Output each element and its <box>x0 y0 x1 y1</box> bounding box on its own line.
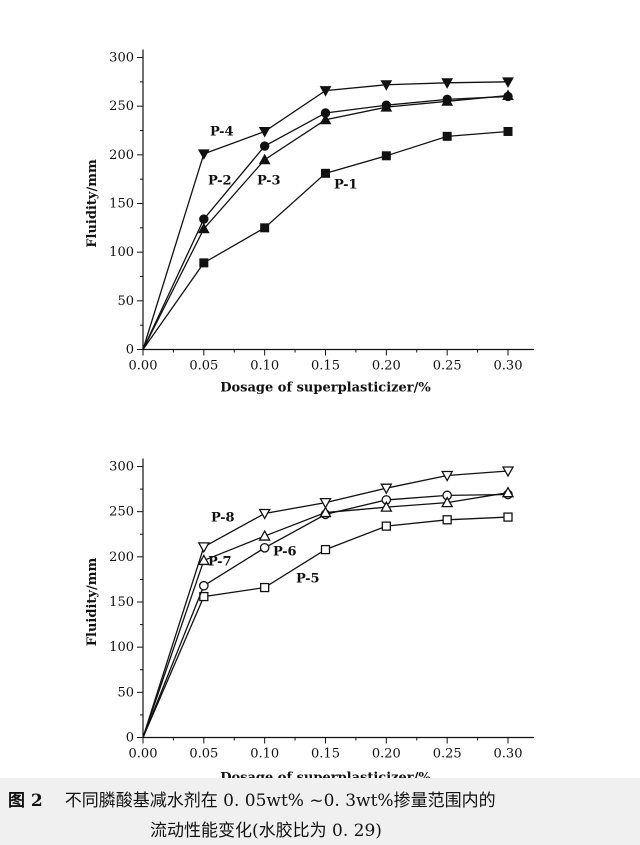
series-p-3-point <box>441 95 454 106</box>
y-tick-label: 300 <box>109 460 134 475</box>
series-p-1-label: P-1 <box>334 178 358 193</box>
series-p-7-point <box>197 554 210 566</box>
series-p-5-point <box>442 515 452 525</box>
y-tick-label: 50 <box>117 294 134 309</box>
series-p-3-point <box>197 222 210 234</box>
series-p-5-point <box>260 582 270 593</box>
x-tick-label: 0.10 <box>250 747 279 762</box>
y-tick-label: 50 <box>117 685 134 700</box>
series-p-7-point <box>441 496 454 508</box>
x-tick-label: 0.15 <box>311 747 340 762</box>
x-tick-label: 0.25 <box>433 359 462 374</box>
series-p-4-point <box>319 86 332 97</box>
caption-line-1: 图 2 不同膦酸基减水剂在 0. 05wt% ~0. 3wt%掺量范围内的 <box>8 786 496 811</box>
series-p-3-line <box>142 94 509 350</box>
series-p-1: P-1 <box>142 126 513 350</box>
x-tick-label: 0.15 <box>311 359 340 374</box>
series-p-3-label: P-3 <box>257 174 281 189</box>
series-p-8-point <box>441 470 454 482</box>
series-p-2-point <box>259 141 270 151</box>
x-axis-title: Dosage of superplasticizer/% <box>220 381 431 396</box>
series-p-2-line <box>142 95 509 350</box>
chart-panel-2: 0.00 0.05 0.10 0.15 0.20 0.25 0.30 0 50 100 150 200… <box>85 458 534 786</box>
x-tick-label: 0.05 <box>189 747 218 762</box>
series-p-5-label: P-5 <box>296 572 320 587</box>
series-p-8: P-8 <box>142 466 515 738</box>
y-tick-label: 200 <box>109 148 134 163</box>
series-p-7-point <box>258 529 271 541</box>
series-p-6-point <box>198 580 209 591</box>
x-tick-label: 0.20 <box>372 747 401 762</box>
series-p-6: P-6 <box>142 489 513 738</box>
series-p-6-point <box>259 542 270 553</box>
series-p-3-point <box>258 153 271 165</box>
series-p-8-point <box>319 497 332 509</box>
series-p-1-point <box>260 223 270 233</box>
y-axis-title: Fluidity/mm <box>85 159 100 248</box>
series-p-1-point <box>503 126 513 136</box>
x-tick-label: 0.30 <box>494 747 523 762</box>
series-p-3-point <box>502 89 514 100</box>
series-p-8-label: P-8 <box>211 511 235 526</box>
series-p-4-point <box>197 149 210 160</box>
series-p-8-point <box>501 466 515 478</box>
caption-text-1: 不同膦酸基减水剂在 0. 05wt% ~0. 3wt%掺量范围内的 <box>64 791 496 811</box>
series-p-5: P-5 <box>142 512 513 738</box>
figure-caption: 图 2 不同膦酸基减水剂在 0. 05wt% ~0. 3wt%掺量范围内的 流动性… <box>0 778 640 845</box>
series-p-1-point <box>381 151 391 161</box>
caption-line-2: 流动性能变化(水胶比为 0. 29) <box>150 821 382 841</box>
series-p-3-point <box>380 101 393 112</box>
series-p-8-point <box>197 542 210 554</box>
y-tick-label: 300 <box>109 51 134 66</box>
series-p-2-point <box>199 214 209 224</box>
y-tick-label: 100 <box>109 245 134 260</box>
series-p-1-point <box>199 258 209 268</box>
series-p-5-point <box>381 521 391 531</box>
series-p-5-point <box>503 512 513 522</box>
series-p-2-label: P-2 <box>208 174 232 189</box>
series-p-7-label: P-7 <box>208 555 232 570</box>
figure-number: 图 2 <box>8 791 43 811</box>
chart-panel-1: 0.00 0.05 0.10 0.15 0.20 0.25 0.30 0 50 100 150 200… <box>85 49 534 396</box>
x-tick-label: 0.10 <box>250 359 279 374</box>
y-tick-label: 250 <box>109 505 134 520</box>
series-p-7-point <box>501 486 515 498</box>
y-tick-label: 100 <box>109 640 134 655</box>
series-p-1-point <box>442 131 452 141</box>
series-p-4-label: P-4 <box>210 125 234 140</box>
series-p-4-point <box>258 126 271 138</box>
y-tick-label: 150 <box>109 197 134 212</box>
y-tick-label: 150 <box>109 595 134 610</box>
y-axis-title: Fluidity/mm <box>85 558 100 647</box>
x-tick-label: 0.00 <box>129 747 158 762</box>
series-p-3: P-3 <box>142 89 514 350</box>
y-tick-label: 0 <box>126 343 134 358</box>
series-p-1-point <box>321 168 330 178</box>
x-tick-label: 0.05 <box>189 359 218 374</box>
x-tick-label: 0.25 <box>433 747 462 762</box>
series-p-7: P-7 <box>142 486 515 738</box>
series-p-7-point <box>319 506 332 518</box>
series-p-3-point <box>319 113 332 125</box>
x-tick-label: 0.00 <box>129 359 158 374</box>
series-p-7-point <box>380 500 393 512</box>
series-p-8-point <box>258 508 271 520</box>
series-p-7-line <box>142 492 509 738</box>
series-p-5-point <box>320 544 331 555</box>
y-tick-label: 250 <box>109 99 134 114</box>
series-p-8-point <box>380 483 393 495</box>
y-tick-label: 200 <box>109 550 134 565</box>
y-tick-label: 0 <box>126 731 134 746</box>
series-p-6-line <box>142 493 509 738</box>
x-tick-label: 0.30 <box>494 359 523 374</box>
series-p-4: P-4 <box>142 77 514 350</box>
x-tick-label: 0.20 <box>372 359 401 374</box>
series-p-2: P-2 <box>142 91 513 350</box>
series-p-4-point <box>380 80 393 91</box>
series-p-4-point <box>441 78 454 89</box>
series-p-6-label: P-6 <box>273 545 297 560</box>
series-p-4-point <box>502 77 514 88</box>
